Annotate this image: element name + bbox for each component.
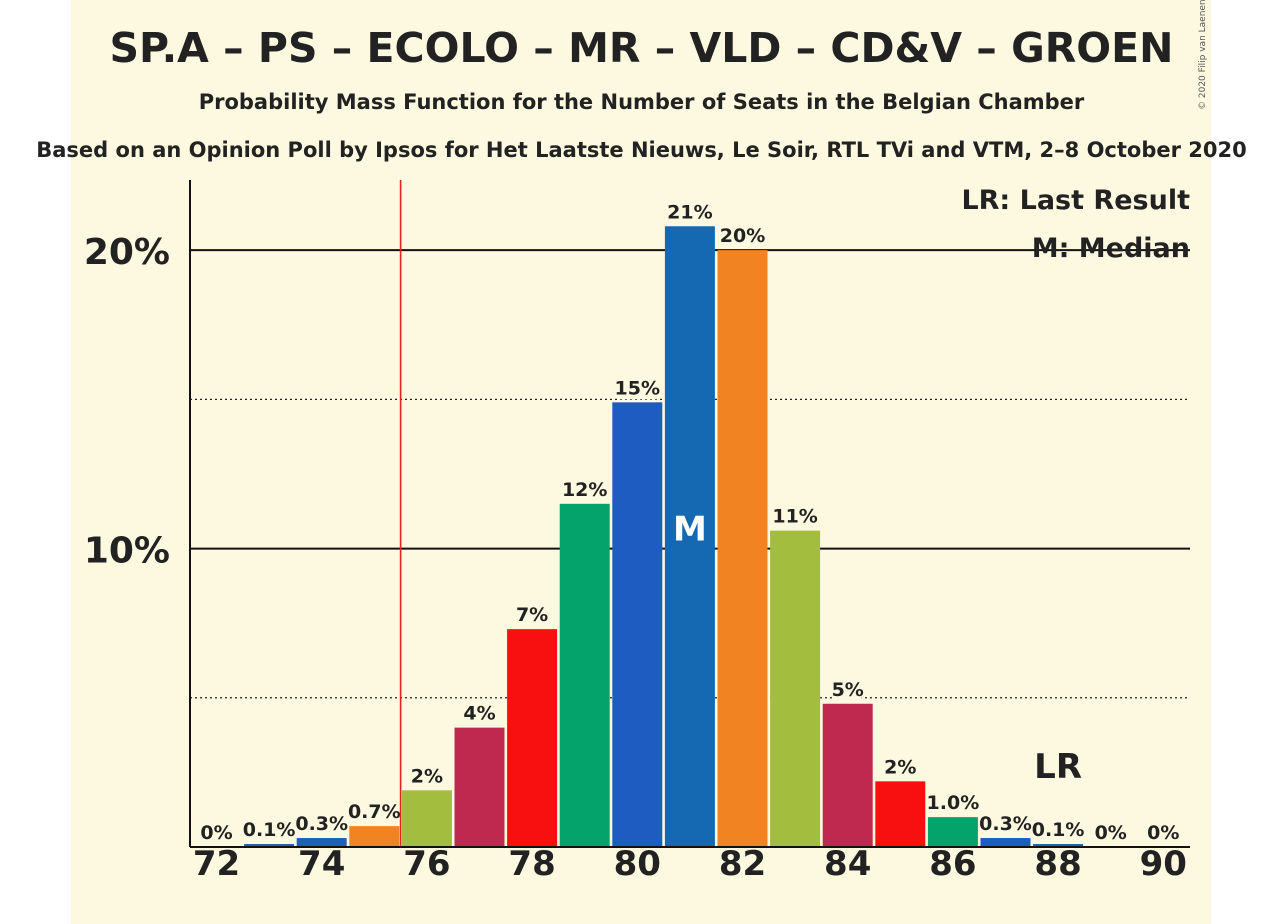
x-tick-label: 86 [929, 844, 976, 884]
legend-last-result: LR: Last Result [961, 185, 1190, 216]
x-tick-label: 88 [1034, 844, 1081, 884]
seat-bar [717, 250, 768, 848]
chart-title: SP.A – PS – ECOLO – MR – VLD – CD&V – GR… [109, 24, 1174, 72]
value-label-bg [670, 199, 710, 224]
x-tick-label: 84 [824, 844, 871, 884]
value-label: 0.7% [348, 801, 401, 823]
seat-bar [875, 781, 926, 847]
value-label-bg [465, 700, 494, 725]
x-tick-label: 76 [403, 844, 450, 884]
seat-bar [612, 402, 663, 847]
value-label-bg [296, 811, 347, 836]
x-tick-label: 90 [1140, 844, 1187, 884]
value-label: 20% [720, 225, 765, 247]
value-label: 21% [667, 201, 712, 223]
value-label-bg [775, 503, 815, 528]
legend-median: M: Median [1032, 233, 1190, 264]
value-label-bg [617, 375, 657, 400]
chart-source: Based on an Opinion Poll by Ipsos for He… [36, 138, 1247, 162]
value-label-bg [349, 799, 400, 824]
seat-bar [770, 530, 821, 847]
value-label-bg [412, 763, 441, 788]
value-label-bg [980, 811, 1031, 836]
value-label: 0% [1147, 822, 1179, 844]
seat-bar [559, 503, 610, 847]
value-label: 0.1% [243, 819, 296, 841]
y-tick-label: 20% [84, 232, 170, 273]
value-label: 0% [200, 822, 232, 844]
seat-bar [1033, 844, 1084, 847]
value-label: 15% [615, 377, 660, 399]
chart-subtitle: Probability Mass Function for the Number… [198, 90, 1085, 114]
seat-bar [244, 844, 295, 847]
value-label-bg [565, 476, 605, 501]
x-tick-label: 78 [508, 844, 555, 884]
seat-bar [401, 790, 452, 847]
value-label: 0.3% [979, 813, 1032, 835]
value-label-bg [886, 754, 915, 779]
value-label: 2% [411, 765, 443, 787]
value-label-bg [1033, 817, 1084, 842]
value-label-bg [927, 790, 978, 815]
value-label: 4% [463, 703, 495, 725]
value-label: 12% [562, 479, 607, 501]
value-label: 2% [884, 756, 916, 778]
x-tick-label: 72 [193, 844, 240, 884]
value-label-bg [1149, 820, 1178, 844]
value-label: 5% [832, 679, 864, 701]
x-tick-label: 82 [719, 844, 766, 884]
value-label: 7% [516, 604, 548, 626]
seat-bar [349, 826, 400, 847]
seat-bar [296, 838, 347, 847]
x-tick-label: 74 [298, 844, 345, 884]
seat-bar [822, 703, 873, 847]
value-label: 0.1% [1032, 819, 1085, 841]
value-label-bg [202, 820, 231, 844]
value-label-bg [723, 223, 762, 248]
seat-bar [980, 838, 1031, 847]
last-result-label: LR [1034, 747, 1082, 787]
seat-bar [507, 629, 558, 847]
seat-bar [454, 727, 505, 847]
value-label-bg [244, 817, 295, 842]
value-label-bg [833, 676, 862, 701]
seat-bar [664, 226, 715, 847]
y-tick-label: 10% [84, 531, 170, 572]
x-tick-label: 80 [614, 844, 661, 884]
value-label: 1.0% [927, 792, 980, 814]
seat-bar [927, 817, 978, 847]
value-label: 11% [772, 506, 817, 528]
median-marker: M [673, 510, 707, 550]
value-label: 0.3% [295, 813, 348, 835]
value-label-bg [1096, 820, 1125, 844]
value-label-bg [518, 602, 547, 627]
value-label: 0% [1095, 822, 1127, 844]
